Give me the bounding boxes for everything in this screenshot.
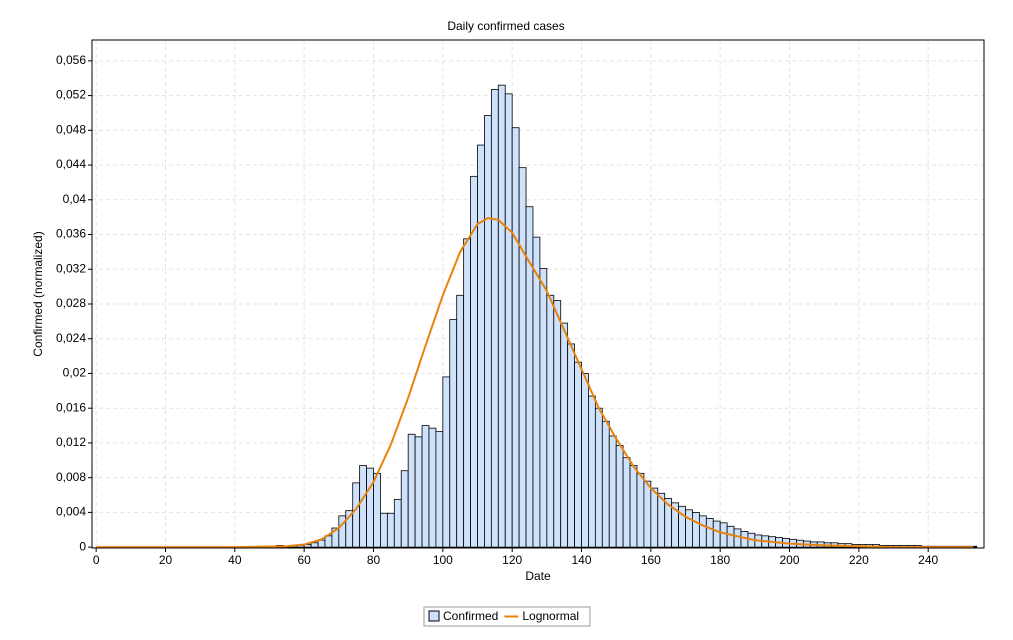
y-tick-label: 0 bbox=[79, 539, 86, 553]
y-tick-label: 0,02 bbox=[63, 366, 87, 380]
x-tick-label: 40 bbox=[228, 553, 242, 567]
histogram-bar bbox=[560, 322, 569, 548]
histogram-bar bbox=[421, 425, 430, 548]
y-tick-label: 0,048 bbox=[56, 122, 86, 136]
line bbox=[96, 216, 974, 549]
histogram-bar bbox=[400, 470, 409, 548]
y-tick-label: 0,052 bbox=[56, 88, 86, 102]
x-tick-label: 100 bbox=[433, 553, 453, 567]
y-tick-label: 0,056 bbox=[56, 53, 86, 67]
histogram-bar bbox=[601, 420, 610, 548]
y-tick-label: 0,028 bbox=[56, 296, 86, 310]
histogram-bar bbox=[567, 343, 575, 548]
y-axis-label: Confirmed (normalized) bbox=[31, 231, 45, 356]
histogram-bar bbox=[463, 238, 471, 548]
histogram-bar bbox=[414, 436, 423, 548]
y-tick-label: 0,016 bbox=[56, 400, 86, 414]
histogram-bar bbox=[650, 487, 659, 548]
plot-frame bbox=[91, 39, 985, 549]
histogram-bar bbox=[615, 445, 624, 548]
y-tick-label: 0,004 bbox=[56, 505, 86, 519]
histogram-bar bbox=[490, 89, 499, 548]
histogram-bar bbox=[393, 498, 402, 548]
chart-title: Daily confirmed cases bbox=[447, 19, 564, 33]
histogram-bar bbox=[719, 522, 728, 548]
histogram-bar bbox=[698, 515, 707, 548]
x-tick-label: 60 bbox=[297, 553, 311, 567]
histogram-bar bbox=[449, 319, 458, 548]
histogram-bar bbox=[636, 472, 645, 548]
histogram-bar bbox=[407, 433, 416, 548]
histogram-bar bbox=[643, 480, 652, 548]
histogram-bar bbox=[532, 236, 541, 548]
x-tick-label: 20 bbox=[159, 553, 173, 567]
x-tick-label: 200 bbox=[779, 553, 799, 567]
x-tick-label: 180 bbox=[710, 553, 730, 567]
histogram-bar bbox=[518, 167, 527, 548]
histogram-bar bbox=[692, 511, 700, 548]
histogram-bar bbox=[310, 542, 319, 548]
histogram-bar bbox=[484, 115, 492, 548]
histogram-bar bbox=[456, 294, 465, 548]
x-tick-label: 240 bbox=[918, 553, 938, 567]
y-tick-label: 0,012 bbox=[56, 435, 86, 449]
histogram-bar bbox=[581, 373, 589, 548]
histogram-bar bbox=[712, 520, 721, 548]
histogram-bar bbox=[588, 395, 596, 548]
y-tick-label: 0,024 bbox=[56, 331, 86, 345]
histogram-bar bbox=[497, 84, 506, 548]
x-tick-label: 140 bbox=[571, 553, 591, 567]
histogram-bar bbox=[685, 509, 693, 548]
x-tick-label: 220 bbox=[849, 553, 869, 567]
y-tick-label: 0,04 bbox=[63, 192, 87, 206]
histogram-bar bbox=[359, 465, 367, 548]
y-tick-label: 0,036 bbox=[56, 227, 86, 241]
histogram-bar bbox=[504, 93, 513, 548]
x-tick-label: 0 bbox=[93, 553, 100, 567]
histogram-bar bbox=[594, 407, 603, 548]
y-tick-label: 0,044 bbox=[56, 157, 86, 171]
histogram-bar bbox=[442, 376, 451, 548]
x-tick-label: 120 bbox=[502, 553, 522, 567]
histogram-bar bbox=[629, 465, 638, 548]
histogram-bar bbox=[622, 457, 631, 548]
histogram-bar bbox=[428, 427, 437, 548]
histogram-bar bbox=[726, 525, 735, 548]
legend-label: Lognormal bbox=[522, 609, 579, 623]
legend-label: Confirmed bbox=[443, 609, 498, 623]
histogram-bar bbox=[477, 144, 485, 548]
histogram-bar bbox=[386, 512, 395, 548]
x-tick-label: 160 bbox=[641, 553, 661, 567]
histogram-bar bbox=[574, 361, 582, 548]
histogram-bar bbox=[553, 300, 562, 548]
x-tick-label: 80 bbox=[367, 553, 381, 567]
histogram-bar bbox=[435, 431, 444, 548]
histogram-bar bbox=[317, 539, 326, 548]
histogram-bar bbox=[380, 512, 388, 548]
x-axis-label: Date bbox=[525, 569, 551, 583]
histogram-bar bbox=[366, 467, 374, 548]
histogram-bar bbox=[539, 267, 548, 548]
histogram-bar bbox=[705, 518, 714, 548]
histogram-bar bbox=[352, 482, 361, 548]
y-tick-label: 0,008 bbox=[56, 470, 86, 484]
y-tick-label: 0,032 bbox=[56, 261, 86, 275]
legend-swatch bbox=[428, 610, 440, 622]
histogram-bar bbox=[733, 528, 742, 548]
histogram-bar bbox=[546, 294, 555, 548]
histogram-bar bbox=[608, 435, 617, 548]
histogram-bar bbox=[373, 472, 381, 548]
histogram-bar bbox=[511, 127, 520, 548]
